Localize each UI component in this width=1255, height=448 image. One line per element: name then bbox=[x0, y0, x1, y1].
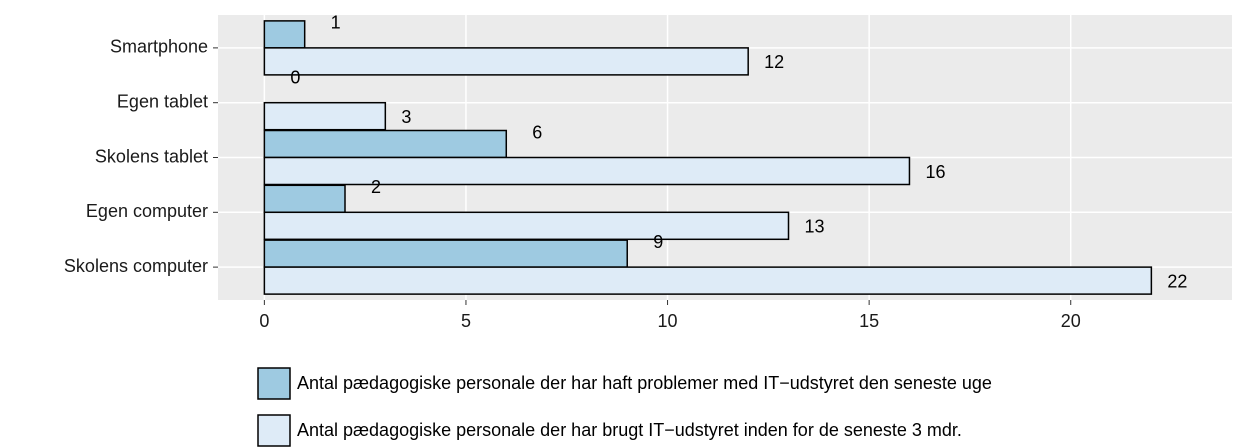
bar bbox=[263, 129, 508, 159]
x-tick-label: 15 bbox=[859, 311, 879, 331]
legend-key bbox=[257, 414, 291, 447]
legend-label: Antal pædagogiske personale der har brug… bbox=[297, 420, 962, 440]
value-label: 2 bbox=[371, 177, 381, 197]
y-tick-label: Skolens tablet bbox=[95, 146, 208, 166]
x-tick-label: 5 bbox=[461, 311, 471, 331]
bar bbox=[263, 184, 346, 214]
value-label: 12 bbox=[764, 52, 784, 72]
x-tick-label: 20 bbox=[1061, 311, 1081, 331]
value-label: 1 bbox=[331, 13, 341, 33]
legend-label: Antal pædagogiske personale der har haft… bbox=[297, 373, 992, 393]
value-label: 13 bbox=[805, 217, 825, 237]
value-label: 16 bbox=[925, 162, 945, 182]
y-tick-label: Egen tablet bbox=[117, 91, 208, 111]
bar bbox=[263, 211, 790, 241]
x-tick-label: 0 bbox=[259, 311, 269, 331]
y-tick-label: Smartphone bbox=[110, 37, 208, 57]
bar bbox=[263, 239, 628, 268]
bar bbox=[263, 266, 1153, 295]
value-label: 0 bbox=[290, 67, 300, 87]
y-tick-label: Skolens computer bbox=[64, 256, 208, 276]
bar bbox=[263, 20, 306, 49]
value-label: 9 bbox=[653, 232, 663, 252]
bar bbox=[263, 101, 387, 131]
bar bbox=[263, 156, 911, 186]
value-label: 22 bbox=[1167, 271, 1187, 291]
value-label: 6 bbox=[532, 122, 542, 142]
y-tick-label: Egen computer bbox=[86, 201, 208, 221]
legend-key bbox=[257, 367, 291, 400]
x-tick-label: 10 bbox=[658, 311, 678, 331]
value-label: 3 bbox=[401, 107, 411, 127]
bar bbox=[263, 47, 749, 76]
